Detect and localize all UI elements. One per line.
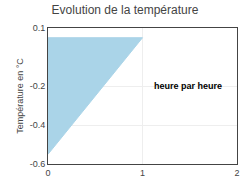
svg-text:Température en °C: Température en °C [15,58,25,134]
svg-text:0.1: 0.1 [33,23,46,33]
svg-text:1: 1 [140,168,145,178]
svg-text:-0.2: -0.2 [30,81,46,91]
svg-text:heure par heure: heure par heure [154,81,222,91]
svg-text:-0.4: -0.4 [30,120,46,130]
svg-text:-0.6: -0.6 [30,159,46,169]
svg-text:Evolution de la température: Evolution de la température [52,3,199,17]
svg-text:0: 0 [45,168,50,178]
svg-text:2: 2 [234,168,239,178]
